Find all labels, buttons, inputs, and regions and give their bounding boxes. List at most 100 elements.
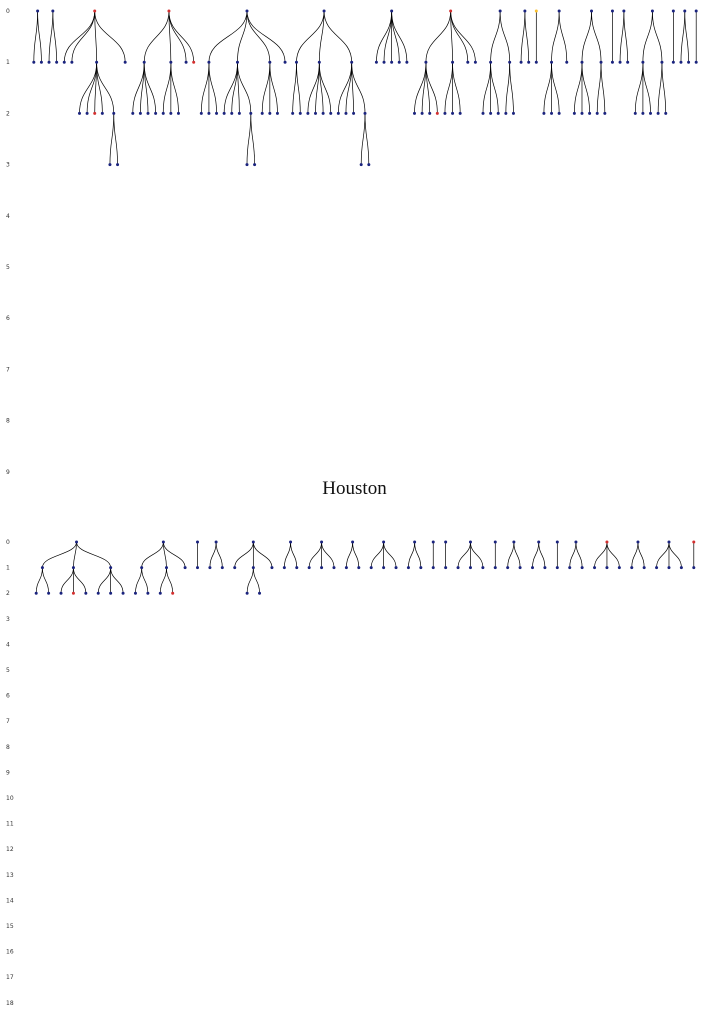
tree-node [580, 60, 584, 64]
tree-node [321, 111, 325, 115]
tree-node [59, 591, 63, 595]
tree-node [679, 60, 683, 64]
tree-node [580, 111, 584, 115]
tree-node [344, 111, 348, 115]
tree-node [641, 111, 645, 115]
tree [555, 540, 559, 570]
tree-node [142, 60, 146, 64]
tree-node [51, 9, 55, 13]
tree-node [580, 566, 584, 570]
tree [344, 540, 361, 570]
tree-edge [591, 10, 602, 63]
tree-node [656, 111, 660, 115]
tree-edge [490, 10, 501, 63]
tree-node [154, 111, 158, 115]
tree-edge [574, 62, 583, 114]
tree-edge [661, 62, 667, 114]
tree-node [599, 60, 603, 64]
tree-node [481, 566, 485, 570]
tree-edge [414, 541, 422, 568]
tree-node [140, 566, 144, 570]
tree-node [245, 591, 249, 595]
level-label: 17 [6, 974, 14, 981]
tree-edge [619, 10, 625, 63]
tree-edge [141, 567, 149, 594]
tree-node [610, 9, 614, 13]
tree-node [314, 111, 318, 115]
tree-node [176, 111, 180, 115]
tree-edge [71, 10, 96, 63]
tree [282, 540, 299, 570]
tree-edge [596, 62, 602, 114]
tree-node [508, 60, 512, 64]
tree-node [161, 540, 165, 544]
tree-edge [52, 10, 57, 63]
tree-node [298, 111, 302, 115]
tree-node [39, 60, 43, 64]
tree-edge [246, 567, 254, 594]
tree-node [444, 566, 448, 570]
tree-node [270, 566, 274, 570]
tree-node [626, 60, 630, 64]
level-label: 13 [6, 872, 14, 879]
tree-node [618, 60, 622, 64]
tree-node [649, 111, 653, 115]
tree-node [511, 111, 515, 115]
tree-edge [143, 62, 156, 114]
level-label: 6 [6, 693, 10, 700]
level-label: 12 [6, 846, 14, 853]
tree-node [112, 111, 116, 115]
tree-node [605, 540, 609, 544]
tree-edge [42, 567, 49, 594]
tree-edge [162, 62, 172, 114]
tree-node [36, 9, 40, 13]
tree-node [55, 60, 59, 64]
tree-edge [652, 10, 663, 63]
tree-node [498, 9, 502, 13]
tree-node [473, 60, 477, 64]
tree-node [679, 566, 683, 570]
tree-node [534, 60, 538, 64]
tree-node [405, 60, 409, 64]
level-label: 3 [6, 616, 10, 623]
tree-node [75, 540, 79, 544]
tree-edge [143, 10, 170, 63]
tree [610, 9, 614, 64]
tree-edge [346, 541, 353, 568]
tree-edge [290, 541, 298, 568]
tree-node [650, 9, 654, 13]
tree [32, 9, 43, 64]
tree-edge [538, 541, 546, 568]
tree-node [282, 566, 286, 570]
tree-node [468, 566, 472, 570]
tree-node [34, 591, 38, 595]
tree [47, 9, 59, 64]
tree-node [109, 591, 113, 595]
tree-node [146, 111, 150, 115]
level-label: 2 [6, 590, 10, 597]
tree-edge [684, 10, 689, 63]
tree-edge [425, 10, 452, 63]
tree-edge [425, 62, 438, 114]
tree [196, 540, 199, 570]
tree [431, 540, 435, 570]
tree-node [543, 566, 547, 570]
level-label: 15 [6, 923, 14, 930]
tree [694, 9, 698, 64]
tree-edge [33, 10, 38, 63]
tree-node [534, 9, 538, 13]
tree [519, 9, 531, 64]
tree-node [146, 591, 150, 595]
tree-node [233, 566, 237, 570]
tree-node [588, 111, 592, 115]
tree-node [289, 540, 293, 544]
tree [633, 9, 668, 115]
tree-edge [364, 113, 370, 165]
tree-node [294, 60, 298, 64]
tree-edge [42, 541, 77, 568]
tree-node [493, 540, 497, 544]
tree-edge [391, 10, 400, 63]
tree-node [291, 111, 295, 115]
tree-edge [170, 62, 179, 114]
tree-node [692, 540, 696, 544]
